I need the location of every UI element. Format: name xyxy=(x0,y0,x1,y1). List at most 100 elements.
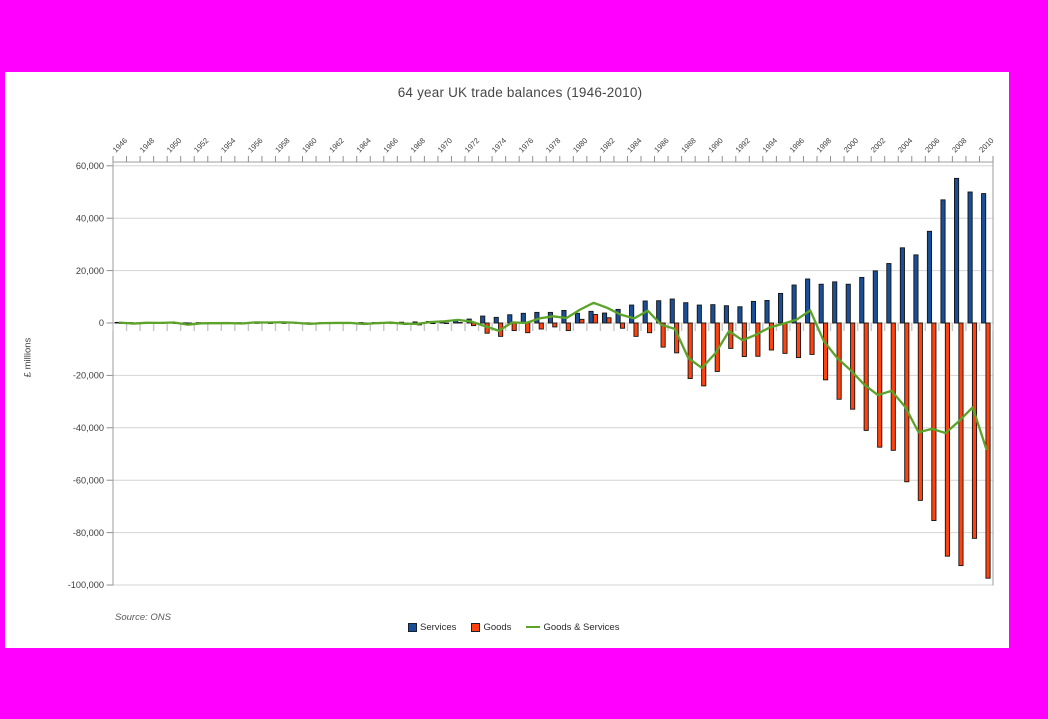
x-axis-label: 1972 xyxy=(463,136,481,154)
goods-bar-2004 xyxy=(904,322,910,483)
y-axis-label: 0 xyxy=(99,318,104,328)
legend: Services Goods Goods & Services xyxy=(408,620,619,634)
goods-bar-1970 xyxy=(443,322,450,324)
goods-bar-1994 xyxy=(768,322,774,351)
legend-label-goods-services: Goods & Services xyxy=(543,621,620,633)
services-bar-1995 xyxy=(778,292,784,324)
goods-bar-1989 xyxy=(701,322,707,387)
services-bar-1982 xyxy=(602,312,608,324)
x-axis-label: 1962 xyxy=(327,136,345,154)
services-bar-2007 xyxy=(940,199,946,324)
x-axis-label: 1976 xyxy=(517,136,535,154)
x-axis-label: 1998 xyxy=(815,136,833,154)
services-bar-1999 xyxy=(832,281,838,324)
x-axis-label: 2008 xyxy=(950,136,968,154)
goods-bar-1985 xyxy=(647,322,653,334)
goods-services-line-swatch-icon xyxy=(526,625,541,629)
services-bar-2000 xyxy=(845,283,851,324)
goods-swatch-icon xyxy=(471,622,481,632)
x-axis-label: 1958 xyxy=(273,136,291,154)
goods-bar-1998 xyxy=(823,322,829,381)
services-bar-2008 xyxy=(954,177,960,324)
goods-bar-1975 xyxy=(511,322,517,332)
services-bar-1997 xyxy=(805,278,811,324)
services-bar-1973 xyxy=(480,315,486,324)
x-axis-label: 2010 xyxy=(977,136,995,154)
chart-panel xyxy=(5,72,1009,648)
goods-bar-2007 xyxy=(944,322,950,557)
x-axis-label: 2000 xyxy=(842,136,860,154)
y-axis-label: 40,000 xyxy=(76,213,104,223)
services-swatch-icon xyxy=(408,622,417,632)
legend-item-services: Services xyxy=(408,622,456,633)
services-bar-1992 xyxy=(737,306,743,324)
x-axis-label: 1990 xyxy=(707,136,725,154)
services-bar-1998 xyxy=(818,283,824,324)
x-axis-label: 1996 xyxy=(788,136,806,154)
x-axis-label: 1964 xyxy=(355,136,373,154)
goods-bar-1976 xyxy=(525,322,531,334)
x-axis-label: 1984 xyxy=(625,136,643,154)
services-bar-1993 xyxy=(750,300,757,324)
x-axis-label: 1968 xyxy=(409,136,427,154)
services-bar-1989 xyxy=(696,304,702,324)
services-bar-2006 xyxy=(926,230,933,324)
legend-label-services: Services xyxy=(420,621,457,633)
x-axis-label: 1970 xyxy=(436,136,454,154)
x-axis-label: 1954 xyxy=(219,136,237,154)
goods-bar-2005 xyxy=(917,322,923,501)
goods-bar-1979 xyxy=(565,322,571,332)
services-bar-2009 xyxy=(967,191,973,324)
y-axis-label: 60,000 xyxy=(76,161,104,171)
services-bar-2001 xyxy=(859,276,865,324)
x-axis-label: 1980 xyxy=(571,136,589,154)
legend-label-goods: Goods xyxy=(483,621,512,633)
x-axis-label: 1948 xyxy=(138,136,156,154)
services-bar-2002 xyxy=(872,270,878,324)
services-bar-1987 xyxy=(669,298,675,324)
goods-bar-2001 xyxy=(863,322,869,431)
goods-bar-1991 xyxy=(728,322,734,349)
services-bar-1990 xyxy=(710,304,716,324)
goods-bar-2010 xyxy=(985,322,991,579)
goods-bar-1981 xyxy=(592,314,598,324)
services-bar-1994 xyxy=(764,300,770,324)
x-axis-label: 1986 xyxy=(652,136,670,154)
services-bar-1981 xyxy=(588,310,594,324)
goods-bar-1993 xyxy=(755,322,761,357)
goods-bar-2003 xyxy=(890,322,896,451)
y-axis-label: -80,000 xyxy=(73,528,104,538)
x-axis-label: 1960 xyxy=(300,136,318,154)
goods-bar-1977 xyxy=(538,322,544,330)
legend-item-goods: Goods xyxy=(471,622,511,633)
goods-bar-1980 xyxy=(579,318,585,324)
x-axis-label: 2002 xyxy=(869,136,887,154)
services-bar-1974 xyxy=(493,316,499,324)
goods-bar-2009 xyxy=(971,322,978,539)
x-axis-label: 1952 xyxy=(192,136,210,154)
services-bar-2003 xyxy=(886,263,892,324)
x-axis-label: 1978 xyxy=(544,136,562,154)
x-axis-label: 1946 xyxy=(111,136,129,154)
services-bar-2010 xyxy=(981,193,987,324)
goods-bar-2002 xyxy=(877,322,883,448)
services-bar-1980 xyxy=(574,312,581,324)
goods-bar-1996 xyxy=(795,322,802,359)
goods-bar-1995 xyxy=(782,322,788,354)
x-axis-label: 1950 xyxy=(165,136,183,154)
y-axis-label: -100,000 xyxy=(68,580,104,590)
services-bar-1984 xyxy=(629,304,635,324)
source-note: Source: ONS xyxy=(115,612,171,623)
goods-bar-2000 xyxy=(850,322,856,410)
x-axis-label: 1956 xyxy=(246,136,264,154)
goods-services-line xyxy=(118,301,988,450)
goods-bar-1982 xyxy=(606,317,612,324)
x-axis-label: 1966 xyxy=(382,136,400,154)
x-axis-label: 1974 xyxy=(490,136,508,154)
services-bar-1988 xyxy=(683,302,689,324)
services-bar-1996 xyxy=(791,284,797,324)
services-bar-1991 xyxy=(723,305,729,324)
goods-bar-1988 xyxy=(687,322,693,379)
